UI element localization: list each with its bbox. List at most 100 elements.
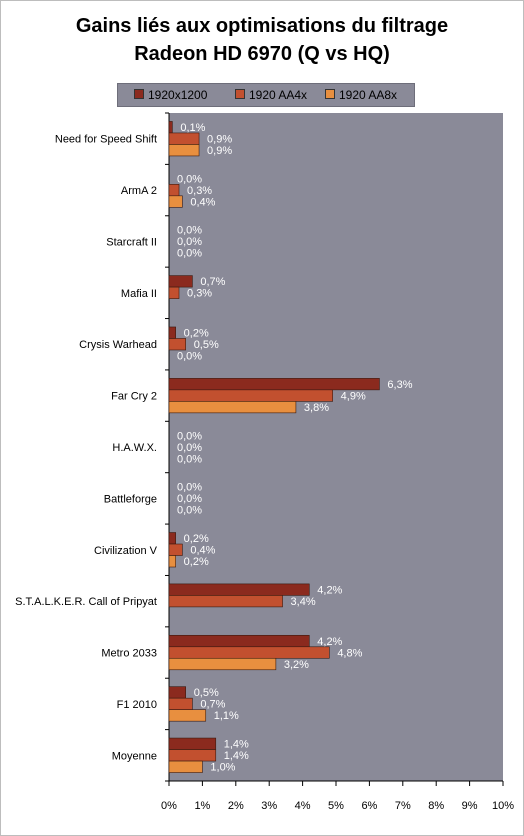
category-label: Battleforge: [104, 493, 157, 505]
bar: [168, 737, 217, 750]
category-label: Crysis Warhead: [79, 339, 157, 351]
legend-swatch-series3: [325, 89, 335, 99]
data-label: 1,4%: [224, 750, 249, 762]
x-tick-label: 0%: [161, 800, 177, 812]
bar: [168, 184, 180, 197]
data-label: 1,0%: [210, 762, 235, 774]
data-label: 0,9%: [207, 145, 232, 157]
legend-item-series3: 1920 AA8x: [325, 88, 397, 102]
bar: [168, 275, 193, 288]
x-tick-label: 5%: [328, 800, 344, 812]
legend-swatch-series1: [134, 89, 144, 99]
bar: [168, 389, 333, 402]
category-label: H.A.W.X.: [112, 442, 157, 454]
legend-label-series3: 1920 AA8x: [339, 88, 398, 102]
data-label: 0,0%: [177, 350, 202, 362]
category-label: Mafia II: [121, 288, 157, 300]
data-label: 0,0%: [177, 442, 202, 454]
data-label: 4,8%: [337, 647, 362, 659]
data-label: 1,4%: [224, 739, 249, 751]
data-label: 3,8%: [304, 402, 329, 414]
bar: [168, 709, 207, 722]
category-label: Metro 2033: [101, 648, 157, 660]
bar: [168, 760, 203, 773]
legend-swatch-series2: [235, 89, 245, 99]
category-label: Far Cry 2: [111, 391, 157, 403]
data-label: 3,2%: [284, 659, 309, 671]
x-tick-label: 2%: [228, 800, 244, 812]
bar: [168, 555, 176, 568]
category-label: Need for Speed Shift: [55, 134, 157, 146]
data-label: 0,3%: [187, 288, 212, 300]
legend: 1920x1200 1920 AA4x 1920 AA8x: [117, 83, 415, 107]
data-label: 0,0%: [177, 236, 202, 248]
legend-label-series1: 1920x1200: [148, 88, 208, 102]
data-label: 0,0%: [177, 430, 202, 442]
data-label: 0,0%: [177, 453, 202, 465]
x-tick-label: 8%: [428, 800, 444, 812]
bar: [168, 543, 183, 556]
data-label: 3,4%: [291, 596, 316, 608]
x-tick-label: 10%: [492, 800, 514, 812]
data-label: 0,5%: [194, 339, 219, 351]
bar: [168, 686, 187, 699]
data-label: 0,2%: [184, 533, 209, 545]
data-label: 0,4%: [190, 196, 215, 208]
plot-area: [169, 113, 503, 781]
data-label: 0,0%: [177, 505, 202, 517]
chart-title-line2: Radeon HD 6970 (Q vs HQ): [134, 43, 390, 65]
bar: [168, 338, 187, 351]
bar: [168, 532, 176, 545]
bar: [168, 646, 330, 659]
x-tick-label: 1%: [194, 800, 210, 812]
bar: [168, 749, 217, 762]
data-label: 0,1%: [180, 122, 205, 134]
x-tick-label: 6%: [361, 800, 377, 812]
bar: [168, 132, 200, 145]
data-label: 0,0%: [177, 225, 202, 237]
bar: [168, 144, 200, 157]
legend-item-series2: 1920 AA4x: [235, 88, 307, 102]
data-label: 0,4%: [190, 545, 215, 557]
bar: [168, 195, 183, 208]
chart-title-line1: Gains liés aux optimisations du filtrage: [75, 15, 449, 37]
data-label: 0,0%: [177, 482, 202, 494]
category-label: Starcraft II: [106, 236, 157, 248]
data-label: 0,5%: [194, 687, 219, 699]
data-label: 4,2%: [317, 636, 342, 648]
bar: [168, 697, 193, 710]
category-label: ArmA 2: [121, 185, 157, 197]
x-tick-label: 3%: [261, 800, 277, 812]
x-tick-label: 9%: [462, 800, 478, 812]
data-label: 0,7%: [200, 699, 225, 711]
category-label: F1 2010: [117, 699, 157, 711]
category-label: Moyenne: [112, 750, 157, 762]
bar: [168, 121, 173, 134]
data-label: 0,7%: [200, 276, 225, 288]
bar: [168, 401, 297, 414]
data-label: 0,0%: [177, 173, 202, 185]
data-label: 0,9%: [207, 133, 232, 145]
legend-label-series2: 1920 AA4x: [249, 88, 308, 102]
x-tick-label: 4%: [295, 800, 311, 812]
legend-item-series1: 1920x1200: [134, 88, 207, 102]
chart-title: Gains liés aux optimisations du filtrage…: [0, 12, 524, 68]
category-label: S.T.A.L.K.E.R. Call of Pripyat: [15, 596, 157, 608]
data-label: 6,3%: [387, 379, 412, 391]
data-label: 0,2%: [184, 327, 209, 339]
data-label: 4,2%: [317, 584, 342, 596]
data-label: 0,0%: [177, 493, 202, 505]
bar: [168, 583, 310, 596]
data-label: 0,3%: [187, 185, 212, 197]
data-label: 0,0%: [177, 248, 202, 260]
category-label: Civilization V: [94, 545, 158, 557]
bar: [168, 634, 310, 648]
bar: [168, 378, 380, 391]
data-label: 4,9%: [341, 390, 366, 402]
bar: [168, 326, 176, 339]
bar: [168, 657, 277, 671]
x-tick-label: 7%: [395, 800, 411, 812]
data-label: 0,2%: [184, 556, 209, 568]
bar: [168, 595, 283, 608]
